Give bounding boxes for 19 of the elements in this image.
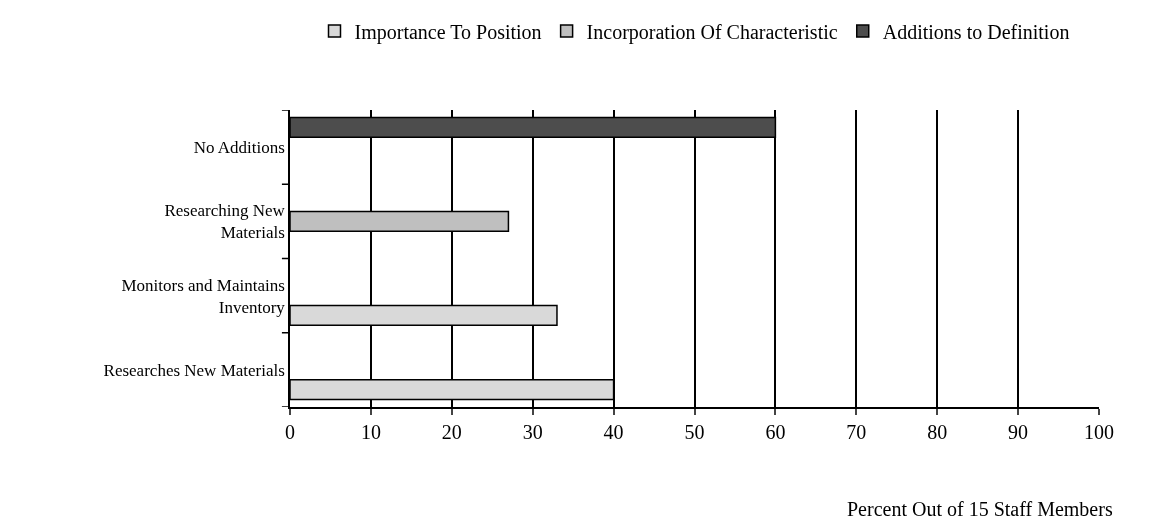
y-tick-label: Researches New Materials [103,360,285,380]
y-tick-label: Monitors and Maintains Inventory [121,275,286,317]
x-tick-label: 80 [927,420,948,443]
x-tick-label: 50 [684,420,705,443]
x-tick-label: 60 [765,420,786,443]
x-tick-label: 0 [285,420,295,443]
x-tick-label: 20 [441,420,462,443]
x-axis-title: Percent Out of 15 Staff Members [847,498,1113,520]
x-tick-label: 30 [522,420,543,443]
x-tick-label: 100 [1084,420,1114,443]
x-tick-label: 10 [360,420,381,443]
x-tick-label: 70 [846,420,867,443]
x-tick-label: 40 [603,420,624,443]
x-tick-label: 90 [1008,420,1029,443]
y-tick-label: Researching New Materials [164,201,286,243]
legend-label: Additions to Definition [882,20,1070,43]
y-tick-label: No Additions [193,138,285,158]
legend-label: Incorporation Of Characteristic [586,20,838,44]
legend-label: Importance To Position [354,20,542,44]
